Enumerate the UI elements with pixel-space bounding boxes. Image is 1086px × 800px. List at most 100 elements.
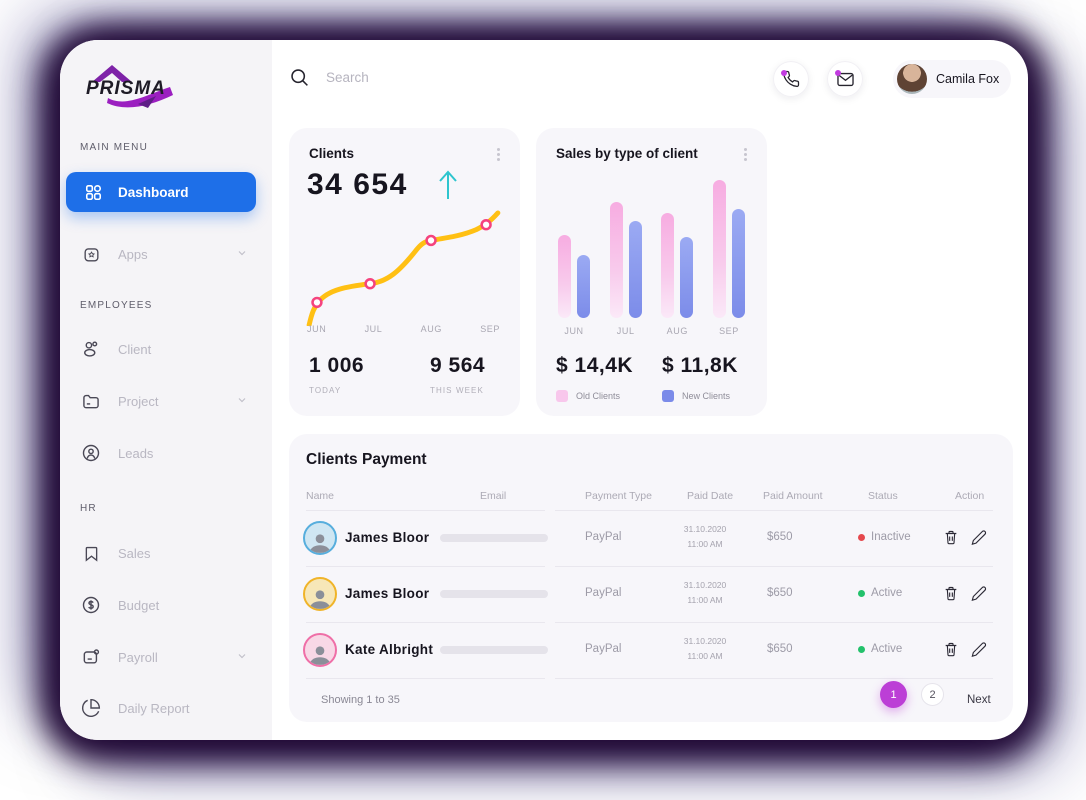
bar-old-clients — [609, 202, 623, 318]
kebab-menu-icon[interactable] — [490, 144, 506, 164]
next-page-button[interactable]: Next — [967, 694, 991, 706]
sidebar-heading-employees: EMPLOYEES — [80, 300, 153, 311]
sidebar-item-apps[interactable]: Apps — [80, 242, 252, 266]
week-label: THIS WEEK — [430, 386, 484, 395]
client-name: James Bloor — [345, 530, 430, 545]
status-label: Inactive — [871, 531, 911, 543]
today-label: TODAY — [309, 386, 342, 395]
axis-label: AUG — [420, 324, 442, 334]
axis-label: JUL — [364, 324, 383, 334]
axis-label: JUN — [307, 324, 327, 334]
kebab-menu-icon[interactable] — [737, 144, 753, 164]
page-button-2[interactable]: 2 — [921, 683, 944, 706]
page-button-1[interactable]: 1 — [880, 681, 907, 708]
notification-dot — [835, 70, 841, 76]
edit-button[interactable] — [970, 639, 988, 659]
email-redacted-bar — [440, 646, 548, 654]
col-header-name: Name — [306, 490, 335, 502]
sidebar-item-dashboard[interactable]: Dashboard — [66, 172, 256, 212]
panel-title: Clients Payment — [306, 451, 427, 468]
payment-type: PayPal — [585, 643, 622, 655]
bar-group-sep — [712, 180, 745, 318]
sidebar: PRISMA MAIN MENU Dashboard A — [60, 40, 272, 740]
clients-x-axis: JUN JUL AUG SEP — [307, 324, 500, 334]
clients-card-title: Clients — [309, 146, 355, 161]
client-name: Kate Albright — [345, 642, 434, 657]
sidebar-item-label: Sales — [118, 545, 151, 561]
mail-button[interactable] — [827, 61, 863, 97]
bar-old-clients — [712, 180, 726, 318]
chevron-down-icon — [236, 247, 248, 262]
bar-old-clients — [661, 213, 675, 318]
sidebar-item-project[interactable]: Project — [80, 389, 252, 413]
user-menu[interactable]: Camila Fox — [893, 60, 1011, 98]
search-icon — [288, 66, 310, 88]
avatar — [303, 521, 337, 555]
col-header-paid-date: Paid Date — [687, 490, 734, 502]
delete-button[interactable] — [942, 639, 960, 659]
table-row: Kate Albright PayPal 31.10.2020 11:00 AM… — [289, 622, 1013, 678]
client-name: James Bloor — [345, 586, 430, 601]
chevron-down-icon — [236, 650, 248, 665]
sidebar-item-payroll[interactable]: Payroll — [80, 645, 252, 669]
sales-card-title: Sales by type of client — [556, 146, 698, 161]
edit-button[interactable] — [970, 583, 988, 603]
paid-amount: $650 — [767, 587, 793, 599]
week-value: 9 564 — [430, 354, 486, 377]
bar-new-clients — [731, 209, 745, 318]
sidebar-item-sales[interactable]: Sales — [80, 541, 252, 565]
status-dot — [858, 646, 865, 653]
leads-icon — [80, 442, 102, 464]
sidebar-item-label: Dashboard — [118, 184, 189, 200]
notification-dot — [781, 70, 787, 76]
payroll-icon — [80, 646, 102, 668]
bar-old-clients — [558, 235, 571, 318]
apps-icon — [80, 243, 102, 265]
col-header-email: Email — [480, 490, 507, 502]
clients-payment-panel: Clients Payment Name Email Payment Type … — [289, 434, 1013, 722]
clients-today-stat: 1 006 TODAY — [309, 354, 364, 395]
col-header-action: Action — [955, 490, 985, 502]
paid-time-value: 11:00 AM — [687, 595, 723, 605]
edit-button[interactable] — [970, 527, 988, 547]
search-input[interactable]: Search — [288, 66, 369, 88]
sidebar-item-client[interactable]: Client — [80, 337, 252, 361]
paid-date: 31.10.2020 11:00 AM — [675, 522, 735, 552]
avatar — [303, 633, 337, 667]
delete-button[interactable] — [942, 527, 960, 547]
email-redacted-bar — [440, 534, 548, 542]
paid-time-value: 11:00 AM — [687, 539, 723, 549]
sidebar-item-label: Apps — [118, 246, 148, 262]
phone-button[interactable] — [773, 61, 809, 97]
showing-count: Showing 1 to 35 — [321, 694, 400, 706]
budget-dollar-icon — [80, 594, 102, 616]
table-row: James Bloor PayPal 31.10.2020 11:00 AM $… — [289, 566, 1013, 622]
mail-icon — [836, 72, 854, 86]
sidebar-item-leads[interactable]: Leads — [80, 441, 252, 465]
avatar — [897, 64, 927, 94]
avatar — [303, 577, 337, 611]
status-dot — [858, 534, 865, 541]
user-name: Camila Fox — [936, 72, 1000, 86]
chevron-down-icon — [236, 394, 248, 409]
legend-swatch-old — [556, 390, 568, 402]
axis-label: JUL — [616, 326, 635, 336]
bar-group-aug — [661, 213, 694, 318]
paid-date: 31.10.2020 11:00 AM — [675, 634, 735, 664]
daily-report-icon — [80, 697, 102, 719]
sidebar-item-label: Client — [118, 341, 152, 357]
sidebar-item-budget[interactable]: Budget — [80, 593, 252, 617]
paid-amount: $650 — [767, 531, 793, 543]
sales-card: Sales by type of client — [536, 128, 767, 416]
new-clients-stat: $ 11,8K — [662, 354, 738, 378]
sidebar-item-daily-report[interactable]: Daily Report — [80, 696, 252, 720]
prisma-logo-swoosh-icon — [92, 65, 173, 108]
col-header-paid-amount: Paid Amount — [763, 490, 823, 502]
delete-button[interactable] — [942, 583, 960, 603]
new-clients-legend: New Clients — [662, 390, 730, 402]
brand-logo: PRISMA — [78, 60, 198, 116]
sidebar-item-label: Daily Report — [118, 700, 190, 716]
legend-swatch-new — [662, 390, 674, 402]
axis-label: SEP — [719, 326, 739, 336]
